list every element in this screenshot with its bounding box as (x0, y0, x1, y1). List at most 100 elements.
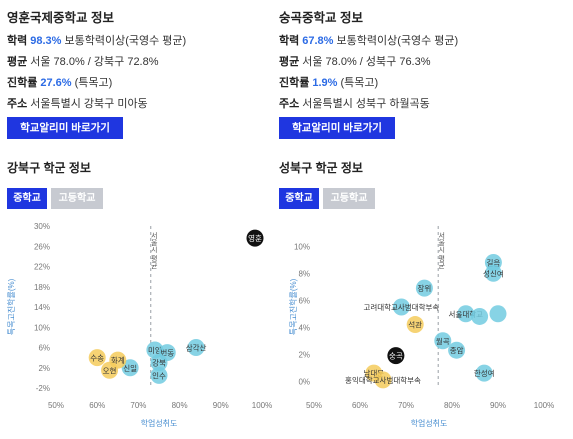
school-bubble[interactable] (374, 371, 392, 389)
school-bubble-label: 종암 (450, 345, 464, 355)
school-bubble-label: 삼각산 (186, 343, 207, 353)
info-value: 보통학력이상(국영수 평균) (333, 35, 459, 47)
y-axis-label: 특목고진학률(%) (6, 278, 16, 335)
info-highlight: 98.3% (30, 35, 62, 47)
school-bubble-label: 서울대학교 (449, 309, 484, 319)
info-advancement: 진학률 27.6% (특목고) (7, 74, 112, 90)
school-info-link-button[interactable]: 학교알리미 바로가기 (7, 117, 123, 139)
info-value: 서울특별시 강북구 미아동 (30, 98, 148, 110)
y-axis-label: 특목고진학률(%) (288, 278, 298, 335)
info-key: 학력 (279, 35, 300, 47)
info-highlight: 1.9% (312, 77, 338, 89)
info-value: (특목고) (71, 77, 113, 89)
school-bubble[interactable] (150, 354, 168, 372)
school-bubble-label: 수송 (90, 354, 104, 363)
school-bubble-label: 석관 (408, 320, 422, 330)
info-key: 주소 (7, 98, 28, 110)
info-highlight: 67.8% (302, 35, 334, 47)
info-address: 주소 서울특별시 강북구 미아동 (7, 95, 148, 111)
tab-middle-school[interactable]: 중학교 (279, 188, 319, 209)
x-tick-label: 90% (490, 401, 506, 410)
school-bubble[interactable] (471, 307, 489, 325)
y-tick-label: 22% (34, 263, 50, 272)
school-bubble[interactable] (489, 305, 507, 323)
school-bubble[interactable] (406, 316, 424, 334)
y-tick-label: 6% (38, 344, 50, 353)
school-title: 숭곡중학교 정보 (279, 11, 363, 25)
school-bubble[interactable] (448, 341, 466, 359)
x-tick-label: 100% (534, 401, 554, 410)
tab-high-school[interactable]: 고등학교 (51, 188, 103, 209)
info-key: 학력 (7, 35, 28, 47)
school-bubble[interactable] (121, 359, 139, 377)
y-tick-label: 2% (298, 350, 310, 359)
y-tick-label: 8% (298, 269, 310, 278)
school-bubble-label: 영훈 (248, 233, 262, 243)
x-tick-label: 80% (172, 401, 188, 410)
school-bubble[interactable] (88, 349, 106, 367)
info-average: 평균 서울 78.0% / 성북구 76.3% (279, 53, 431, 69)
x-axis-label: 학업성취도 (411, 418, 448, 428)
info-achievement: 학력 98.3% 보통학력이상(국영수 평균) (7, 32, 186, 48)
x-axis-label: 학업성취도 (141, 418, 178, 428)
school-bubble[interactable] (457, 305, 475, 323)
info-advancement: 진학률 1.9% (특목고) (279, 74, 378, 90)
info-key: 평균 (7, 56, 28, 68)
x-tick-label: 50% (306, 401, 322, 410)
school-bubble[interactable] (387, 347, 405, 365)
info-achievement: 학력 67.8% 보통학력이상(국영수 평균) (279, 32, 458, 48)
school-bubble-label: 남대문 (363, 369, 384, 378)
school-bubble[interactable] (150, 366, 168, 384)
school-info-link-button[interactable]: 학교알리미 바로가기 (279, 117, 395, 139)
school-bubble-label: 강북 (152, 358, 166, 368)
info-key: 주소 (279, 98, 300, 110)
district-scatter-chart: 50% 60% 70% 80% 90% 100% 10% 8% 6% 4% 2% 0% 학업성취도 특목고… (288, 226, 554, 428)
school-bubble-label: 한성여 (474, 368, 495, 378)
info-value: 서울 78.0% / 강북구 72.8% (30, 56, 159, 68)
school-bubble-label: 화계 (111, 355, 125, 365)
info-value: (특목고) (337, 77, 379, 89)
tab-high-school[interactable]: 고등학교 (323, 188, 375, 209)
right-panel: 숭곡중학교 정보 학력 67.8% 보통학력이상(국영수 평균) 평균 서울 78.… (279, 0, 572, 439)
tab-middle-school[interactable]: 중학교 (7, 188, 47, 209)
average-guide-label: 서울시 평균 (150, 231, 157, 269)
x-tick-label: 90% (213, 401, 229, 410)
y-tick-label: 6% (298, 296, 310, 305)
school-bubble[interactable] (475, 364, 493, 382)
school-bubble-label: 고려대학교사범대학부속 (363, 302, 439, 312)
school-bubble[interactable] (246, 229, 264, 247)
x-tick-label: 50% (48, 401, 64, 410)
y-tick-label: 4% (298, 323, 310, 332)
info-value: 서울특별시 성북구 하월곡동 (302, 98, 430, 110)
x-tick-label: 60% (89, 401, 105, 410)
y-tick-label: 14% (34, 303, 50, 312)
school-bubble[interactable] (101, 361, 119, 379)
y-tick-label: 10% (34, 323, 50, 332)
y-tick-label: 10% (294, 242, 310, 251)
x-tick-label: 70% (130, 401, 146, 410)
info-key: 평균 (279, 56, 300, 68)
school-bubble[interactable] (415, 279, 433, 297)
info-address: 주소 서울특별시 성북구 하월곡동 (279, 95, 430, 111)
school-bubble[interactable] (392, 298, 410, 316)
school-bubble-label: 월곡 (436, 336, 450, 346)
school-bubble-label: 인수 (152, 370, 166, 380)
info-average: 평균 서울 78.0% / 강북구 72.8% (7, 53, 159, 69)
x-tick-label: 60% (352, 401, 368, 410)
school-bubble-label: 미양 (148, 346, 162, 355)
y-tick-label: 18% (34, 283, 50, 292)
school-bubble-label: 장위 (417, 283, 431, 293)
school-bubble[interactable] (484, 264, 502, 282)
y-tick-label: 2% (38, 364, 50, 373)
district-section-title: 강북구 학군 정보 (7, 161, 91, 175)
average-guide-label: 서울시 평균 (438, 231, 445, 269)
y-tick-label: 26% (34, 242, 50, 251)
info-key: 진학률 (7, 77, 38, 89)
district-scatter-chart: 50% 60% 70% 80% 90% 100% 30% 26% 22% 18% 14% 10% 6% 2… (6, 222, 272, 428)
school-bubble-label: 길음 (486, 258, 500, 267)
y-tick-label: -2% (36, 384, 50, 393)
school-title: 영훈국제중학교 정보 (7, 11, 114, 25)
school-bubble[interactable] (434, 332, 452, 350)
school-bubble[interactable] (187, 339, 205, 356)
y-tick-label: 30% (34, 222, 50, 231)
